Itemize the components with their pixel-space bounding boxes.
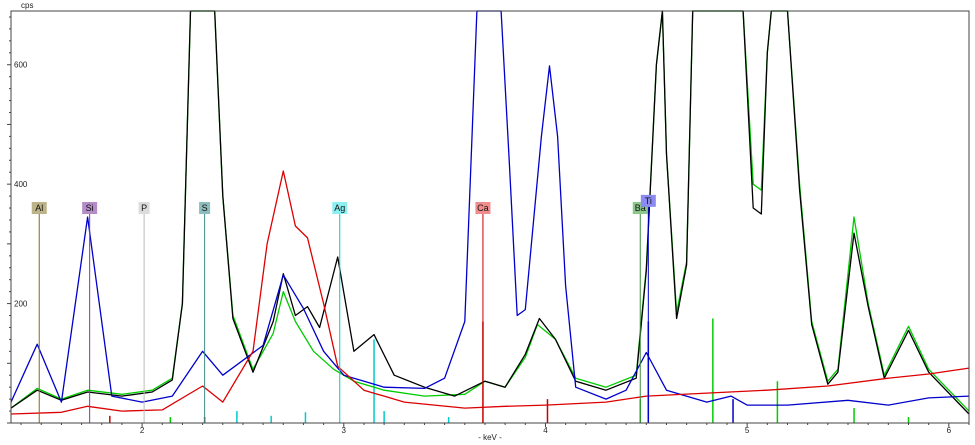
element-label: Ag	[334, 203, 345, 213]
element-label: Si	[86, 203, 94, 213]
x-tick-label: 5	[745, 426, 750, 435]
element-label: Al	[35, 203, 43, 213]
x-tick-label: 4	[543, 426, 548, 435]
element-label-box	[475, 202, 491, 215]
x-tick-label: 3	[342, 426, 347, 435]
x-tick-label: 2	[140, 426, 145, 435]
element-label-box	[332, 202, 348, 215]
element-label-box	[138, 202, 150, 215]
element-label-box	[31, 202, 47, 215]
x-tick-label: 6	[947, 426, 952, 435]
element-label: Ca	[477, 203, 489, 213]
element-label-box	[199, 202, 211, 215]
axes: 2 3 4 5 6 200 400 600	[7, 16, 970, 435]
spectrum-line	[10, 10, 970, 406]
element-label-box	[640, 194, 656, 207]
y-tick-label: 400	[14, 180, 28, 189]
spectrum-line	[10, 170, 970, 415]
element-label: Ti	[645, 196, 652, 206]
y-tick-label: 600	[14, 61, 28, 70]
element-label: P	[141, 203, 147, 213]
element-label-box	[82, 202, 98, 215]
plot-frame	[10, 10, 970, 424]
element-label: Ba	[635, 203, 646, 213]
element-label: S	[202, 203, 208, 213]
x-unit-label: - keV -	[478, 433, 502, 442]
y-unit-label: cps	[21, 1, 33, 10]
y-tick-label: 200	[14, 300, 28, 309]
